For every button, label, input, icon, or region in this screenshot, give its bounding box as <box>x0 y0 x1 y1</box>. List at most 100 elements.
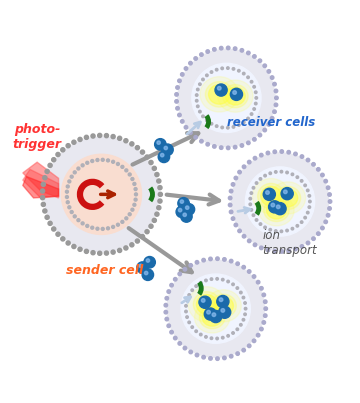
Circle shape <box>253 243 257 247</box>
Circle shape <box>242 348 246 352</box>
Circle shape <box>91 160 94 162</box>
Circle shape <box>125 217 128 220</box>
Circle shape <box>247 160 251 164</box>
Circle shape <box>178 79 181 83</box>
Circle shape <box>133 204 136 206</box>
Circle shape <box>221 337 224 339</box>
Circle shape <box>101 158 104 161</box>
Circle shape <box>135 239 139 243</box>
Circle shape <box>229 355 233 358</box>
Circle shape <box>231 217 235 220</box>
Circle shape <box>189 350 193 354</box>
Circle shape <box>91 226 94 229</box>
Circle shape <box>135 145 139 150</box>
Circle shape <box>274 89 278 93</box>
Circle shape <box>178 197 189 209</box>
Circle shape <box>263 128 266 132</box>
Circle shape <box>238 229 241 233</box>
Circle shape <box>199 282 202 284</box>
Circle shape <box>162 144 173 156</box>
Circle shape <box>130 142 134 146</box>
Circle shape <box>91 134 95 138</box>
Circle shape <box>174 337 177 340</box>
Circle shape <box>274 103 278 107</box>
Circle shape <box>264 314 267 318</box>
Circle shape <box>264 307 267 310</box>
Circle shape <box>206 50 210 53</box>
Circle shape <box>275 96 278 100</box>
Circle shape <box>178 342 181 345</box>
Circle shape <box>259 223 262 225</box>
Circle shape <box>195 94 198 96</box>
Circle shape <box>204 308 216 320</box>
Circle shape <box>264 226 266 229</box>
Circle shape <box>155 139 166 150</box>
Circle shape <box>195 261 199 264</box>
Ellipse shape <box>202 309 222 326</box>
Ellipse shape <box>270 182 306 214</box>
Ellipse shape <box>205 81 233 107</box>
Circle shape <box>152 166 156 170</box>
Circle shape <box>206 74 208 77</box>
Circle shape <box>221 67 224 70</box>
Circle shape <box>221 126 224 129</box>
Circle shape <box>227 280 229 283</box>
Circle shape <box>164 310 168 314</box>
Circle shape <box>206 119 208 122</box>
Circle shape <box>236 352 239 355</box>
Circle shape <box>258 133 262 137</box>
Circle shape <box>66 185 69 188</box>
Circle shape <box>133 183 136 185</box>
Ellipse shape <box>197 295 217 314</box>
Circle shape <box>84 135 89 139</box>
Circle shape <box>327 186 330 189</box>
Ellipse shape <box>193 292 220 317</box>
Circle shape <box>66 190 68 193</box>
Circle shape <box>158 151 170 162</box>
Circle shape <box>300 155 304 158</box>
Ellipse shape <box>258 183 284 209</box>
Circle shape <box>56 232 60 236</box>
Circle shape <box>111 135 115 139</box>
Ellipse shape <box>194 302 230 333</box>
Circle shape <box>312 162 315 166</box>
Circle shape <box>73 171 76 174</box>
Circle shape <box>116 223 120 226</box>
Circle shape <box>236 328 239 330</box>
Circle shape <box>247 344 251 347</box>
Circle shape <box>157 141 160 144</box>
Circle shape <box>294 152 297 156</box>
Circle shape <box>112 225 114 229</box>
Circle shape <box>217 86 221 90</box>
Circle shape <box>41 202 45 206</box>
Circle shape <box>96 158 99 162</box>
Circle shape <box>195 100 198 102</box>
Circle shape <box>286 229 288 232</box>
Circle shape <box>219 298 223 301</box>
Circle shape <box>258 59 262 62</box>
Circle shape <box>98 133 102 137</box>
Circle shape <box>149 224 153 228</box>
Circle shape <box>199 83 201 85</box>
Circle shape <box>86 224 89 227</box>
Circle shape <box>157 206 161 210</box>
Ellipse shape <box>252 179 290 214</box>
Circle shape <box>180 200 184 203</box>
Circle shape <box>167 290 171 293</box>
Circle shape <box>207 310 210 314</box>
Circle shape <box>242 296 245 299</box>
Circle shape <box>270 76 274 79</box>
Circle shape <box>157 179 161 183</box>
Circle shape <box>145 155 149 159</box>
Circle shape <box>238 124 240 126</box>
Circle shape <box>210 278 213 280</box>
Circle shape <box>200 53 203 56</box>
Circle shape <box>116 162 120 166</box>
Circle shape <box>222 356 226 359</box>
Circle shape <box>327 214 330 217</box>
Circle shape <box>199 333 202 336</box>
Circle shape <box>275 230 277 232</box>
Circle shape <box>253 85 255 88</box>
Circle shape <box>273 110 276 113</box>
Circle shape <box>86 161 89 164</box>
